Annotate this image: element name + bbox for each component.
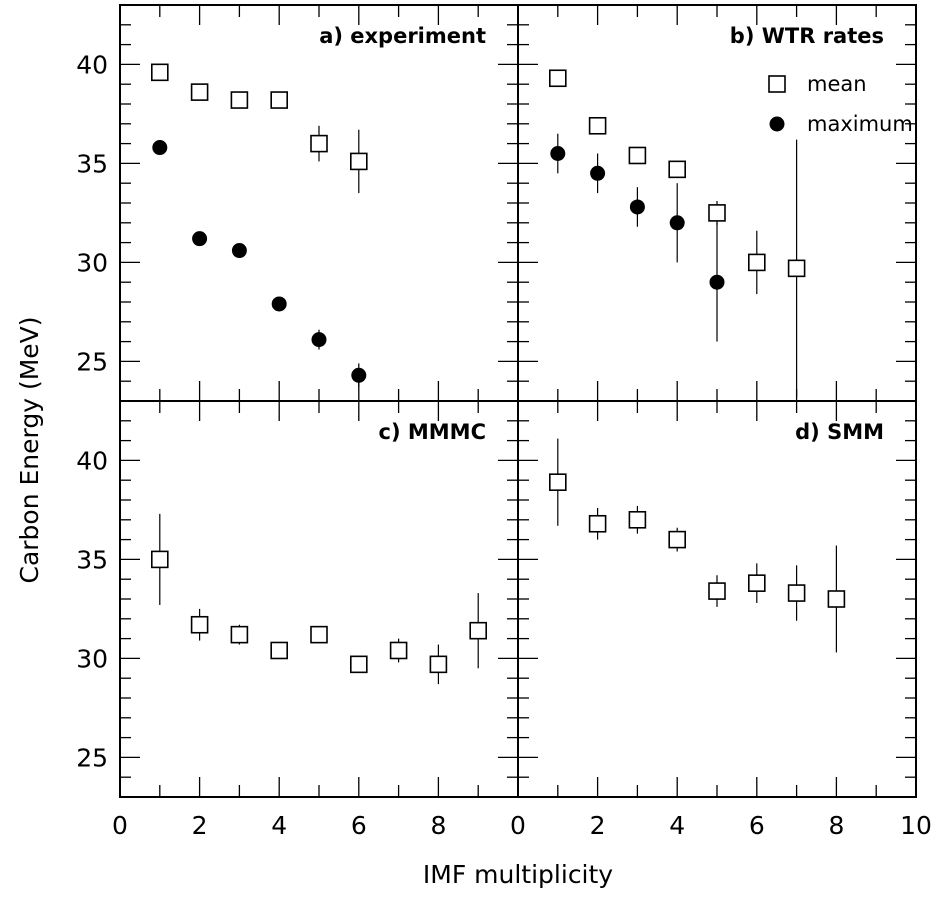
x-tick-label: 4 bbox=[669, 811, 685, 840]
data-point-square bbox=[310, 625, 328, 644]
legend-marker-circle bbox=[769, 116, 785, 132]
data-point-circle bbox=[629, 199, 645, 215]
data-point-square bbox=[349, 655, 368, 674]
y-tick-label: 30 bbox=[76, 644, 108, 673]
data-point-square bbox=[708, 204, 726, 222]
x-tick-label: 0 bbox=[510, 811, 526, 840]
panel-title: d) SMM bbox=[795, 420, 884, 444]
data-point-square bbox=[588, 116, 607, 135]
y-tick-label: 25 bbox=[76, 743, 108, 772]
data-point-square bbox=[349, 152, 368, 171]
panel-title: c) MMMC bbox=[379, 420, 486, 444]
data-point-square bbox=[151, 550, 169, 569]
x-tick-label: 2 bbox=[192, 811, 208, 840]
data-point-circle bbox=[590, 165, 606, 181]
x-tick-label: 8 bbox=[430, 811, 446, 840]
y-tick-label: 25 bbox=[76, 347, 108, 376]
data-point-square bbox=[668, 160, 687, 179]
panel-b: b) WTR rates mean maximum bbox=[517, 4, 917, 402]
data-point-square bbox=[190, 83, 209, 101]
data-point-square bbox=[230, 625, 249, 644]
data-point-square bbox=[628, 510, 647, 529]
y-tick-label: 30 bbox=[76, 248, 108, 277]
data-point-square bbox=[747, 253, 766, 272]
data-point-square bbox=[270, 641, 289, 660]
data-point-circle bbox=[550, 146, 566, 161]
data-point-circle bbox=[311, 332, 327, 348]
plot-frame bbox=[119, 400, 519, 798]
data-point-square bbox=[270, 91, 289, 109]
x-tick-label: 8 bbox=[828, 811, 844, 840]
data-point-square bbox=[628, 146, 647, 165]
data-point-square bbox=[827, 590, 846, 608]
data-point-square bbox=[668, 530, 687, 549]
legend-label: mean bbox=[807, 72, 867, 96]
data-point-square bbox=[747, 574, 766, 592]
x-tick-label: 10 bbox=[900, 811, 932, 840]
data-point-circle bbox=[271, 296, 287, 312]
x-axis-title: IMF multiplicity bbox=[423, 860, 613, 889]
data-point-square bbox=[429, 655, 448, 674]
panel-a: 25 30 35 40 a) experiment bbox=[76, 4, 519, 402]
y-tick-label: 40 bbox=[76, 50, 108, 79]
data-point-circle bbox=[709, 274, 725, 290]
data-point-square bbox=[190, 615, 209, 634]
data-point-circle bbox=[669, 215, 685, 231]
data-point-square bbox=[588, 514, 607, 533]
x-tick-label: 0 bbox=[112, 811, 128, 840]
panel-title: a) experiment bbox=[319, 24, 486, 48]
panel-c: 0 2 4 6 8 25 30 35 40 c) MMMC bbox=[76, 400, 519, 840]
x-tick-label: 6 bbox=[749, 811, 765, 840]
x-tick-label: 4 bbox=[271, 811, 287, 840]
legend-label: maximum bbox=[807, 112, 913, 136]
x-tick-label: 2 bbox=[590, 811, 606, 840]
panel-d: 0 2 4 6 8 10 d) SMM bbox=[510, 400, 932, 840]
data-point-square bbox=[548, 69, 567, 88]
panel-title: b) WTR rates bbox=[730, 24, 884, 48]
data-point-square bbox=[787, 259, 806, 278]
data-point-circle bbox=[192, 231, 208, 247]
data-point-square bbox=[708, 582, 726, 600]
data-point-circle bbox=[152, 140, 168, 156]
data-point-circle bbox=[351, 367, 367, 383]
y-tick-label: 35 bbox=[76, 149, 108, 178]
data-point-square bbox=[310, 134, 328, 153]
data-point-circle bbox=[231, 243, 247, 259]
data-point-square bbox=[469, 621, 488, 640]
y-tick-label: 40 bbox=[76, 446, 108, 475]
y-axis-title: Carbon Energy (MeV) bbox=[15, 316, 44, 583]
y-tick-label: 35 bbox=[76, 545, 108, 574]
data-point-square bbox=[151, 63, 169, 82]
data-point-square bbox=[548, 473, 567, 491]
data-point-square bbox=[787, 584, 806, 602]
data-point-square bbox=[389, 641, 408, 660]
x-tick-label: 6 bbox=[351, 811, 367, 840]
legend-marker-square bbox=[768, 75, 786, 93]
data-point-square bbox=[230, 91, 249, 109]
